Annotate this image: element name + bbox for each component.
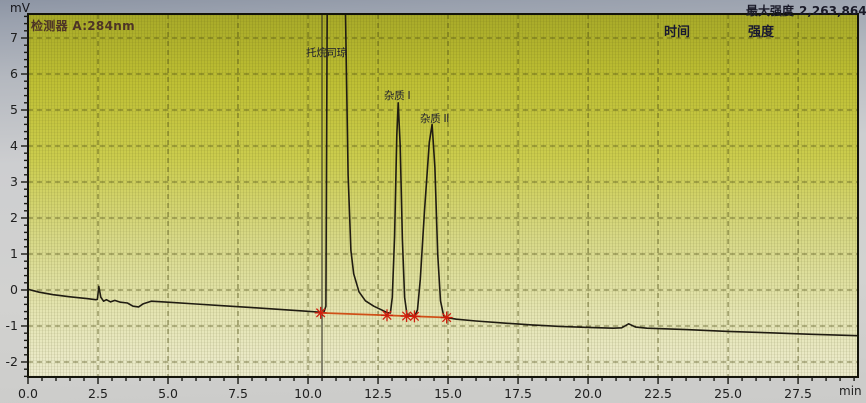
y-tick-label: 2 xyxy=(10,210,18,225)
max-intensity-readout: 最大强度 2,263,864 xyxy=(746,2,866,19)
intensity-column-header: 强度 xyxy=(748,25,775,40)
y-tick-label: 6 xyxy=(10,66,18,81)
peak-label-impurity-1: 杂质 I xyxy=(384,90,411,102)
plot-border xyxy=(27,13,859,378)
y-tick-label: -1 xyxy=(6,318,18,333)
y-axis-unit-label: mV xyxy=(10,1,30,15)
tick-labels: 0.0 2.5 5.0 7.5 10.0 12.5 15.0 17.5 20.0 22.5 25.0… xyxy=(6,30,812,401)
x-axis-unit-label: min xyxy=(839,384,862,398)
y-tick-label: 4 xyxy=(10,138,18,153)
y-tick-label: 5 xyxy=(10,102,18,117)
x-tick-label: 25.0 xyxy=(714,386,742,401)
peak-boundary-marker xyxy=(440,311,453,324)
time-column-header: 时间 xyxy=(664,25,691,40)
y-tick-label: -2 xyxy=(6,354,18,369)
max-intensity-label: 最大强度 xyxy=(746,4,795,18)
x-tick-label: 0.0 xyxy=(18,386,38,401)
max-intensity-value: 2,263,864 xyxy=(799,4,866,18)
plot-texture xyxy=(28,14,858,377)
axis-ticks xyxy=(21,15,855,384)
peak-label-impurity-2: 杂质 II xyxy=(420,113,450,125)
x-tick-label: 12.5 xyxy=(364,386,392,401)
x-tick-label: 2.5 xyxy=(88,386,108,401)
x-tick-label: 7.5 xyxy=(228,386,248,401)
y-tick-label: 0 xyxy=(10,282,18,297)
y-tick-label: 3 xyxy=(10,174,18,189)
peak-label-tropisetron: 托烷司琼 xyxy=(306,47,347,59)
peak-boundary-marker xyxy=(380,309,393,322)
peak-boundary-marker xyxy=(408,310,421,323)
y-tick-label: 7 xyxy=(10,30,18,45)
peak-boundary-marker xyxy=(400,310,413,323)
x-tick-label: 22.5 xyxy=(644,386,672,401)
y-tick-label: 1 xyxy=(10,246,18,261)
detector-wavelength-label: 检测器 A:284nm xyxy=(31,19,135,33)
x-tick-label: 17.5 xyxy=(504,386,532,401)
peak-boundary-marker xyxy=(314,306,327,319)
x-tick-label: 20.0 xyxy=(574,386,602,401)
x-tick-label: 27.5 xyxy=(784,386,812,401)
grid xyxy=(28,14,858,377)
x-tick-label: 10.0 xyxy=(294,386,322,401)
x-tick-label: 15.0 xyxy=(434,386,462,401)
x-tick-label: 5.0 xyxy=(158,386,178,401)
